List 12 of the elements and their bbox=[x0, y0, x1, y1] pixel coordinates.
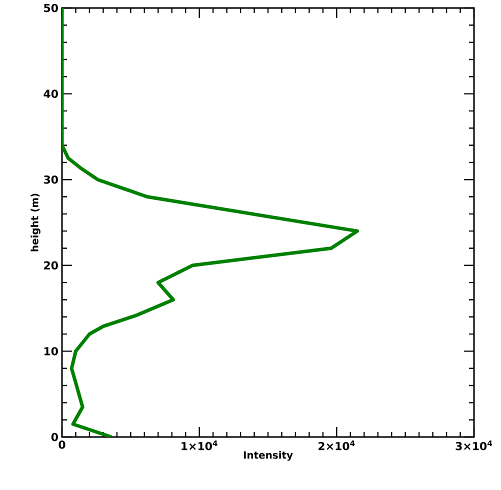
y-tick-label: 10 bbox=[44, 347, 58, 356]
y-tick-label: 0 bbox=[51, 432, 58, 442]
y-tick-label: 30 bbox=[44, 175, 58, 184]
y-axis-title: height (m) bbox=[30, 194, 40, 252]
y-tick-label: 50 bbox=[44, 4, 58, 12]
x-tick-label: 2×10$^{4}$ bbox=[318, 440, 355, 450]
x-tick-label: 1×10$^{4}$ bbox=[182, 440, 218, 450]
x-tick-label: 0 bbox=[58, 440, 66, 449]
y-tick-label: 20 bbox=[44, 261, 58, 270]
x-axis-title: Intensity bbox=[244, 451, 293, 461]
x-tick-label: 3×10$^{4}$ bbox=[456, 440, 492, 450]
y-tick-label: 40 bbox=[44, 90, 58, 98]
